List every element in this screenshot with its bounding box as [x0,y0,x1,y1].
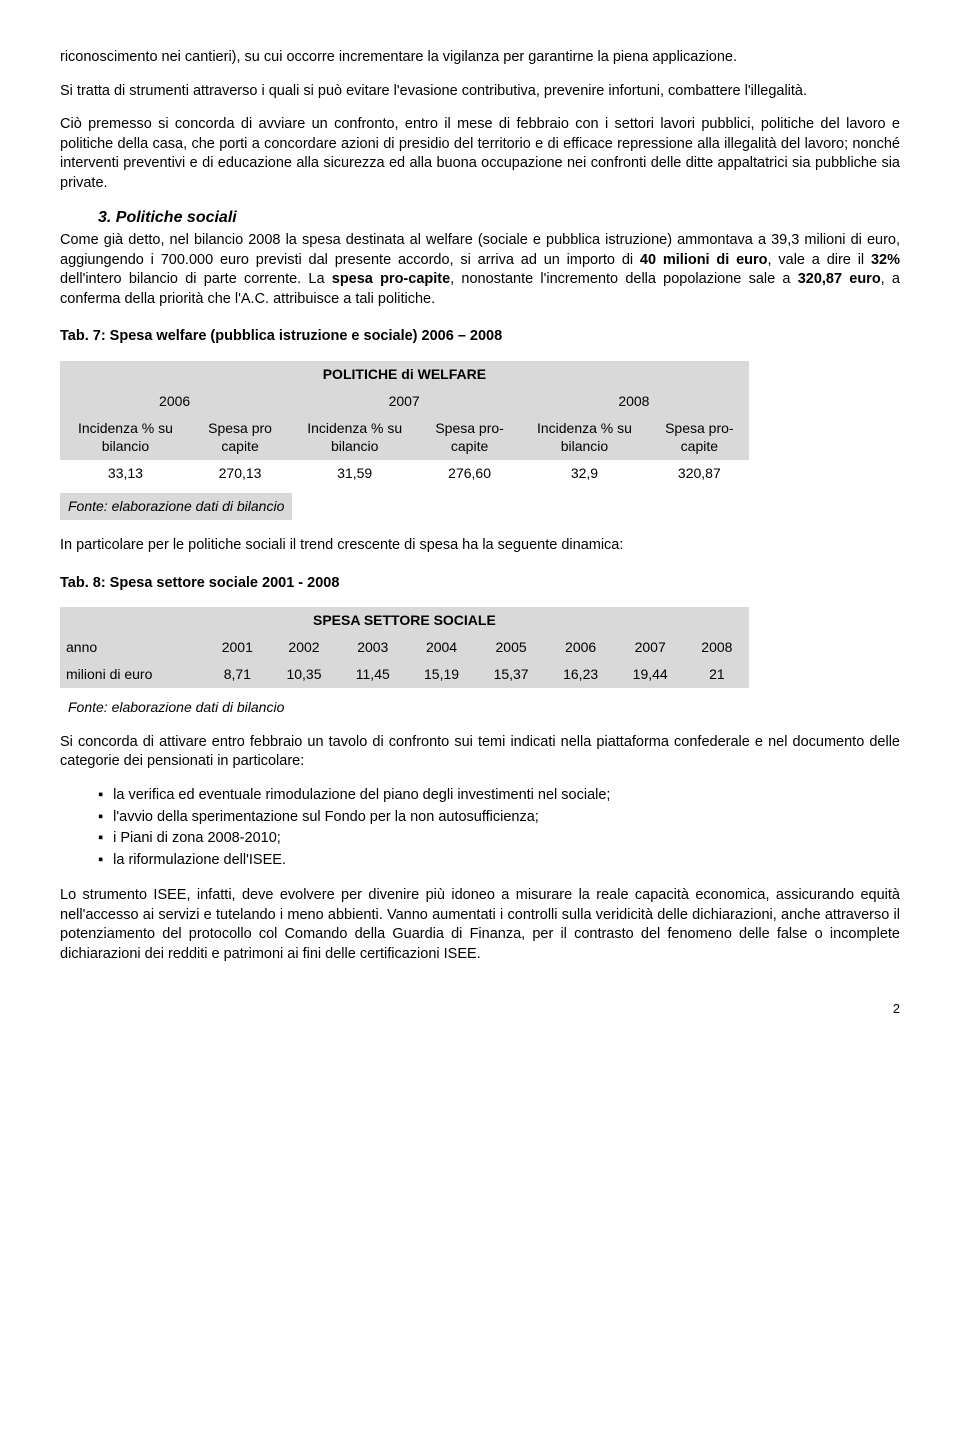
paragraph: Ciò premesso si concorda di avviare un c… [60,115,900,193]
list-item: l'avvio della sperimentazione sul Fondo … [98,808,900,828]
text-run: , vale a dire il [768,252,871,268]
table-cell: 11,45 [339,661,407,688]
table-cell: 2003 [339,634,407,661]
table-cell: 276,60 [420,460,519,487]
bullet-list: la verifica ed eventuale rimodulazione d… [60,786,900,870]
table-cell: 31,59 [289,460,420,487]
text-run: , nonostante l'incremento della popolazi… [450,271,798,287]
table-cell: 16,23 [546,661,616,688]
table-cell: 2007 [615,634,685,661]
paragraph: In particolare per le politiche sociali … [60,536,900,556]
table-cell: 8,71 [205,661,269,688]
table-cell: 270,13 [191,460,289,487]
list-item: i Piani di zona 2008-2010; [98,829,900,849]
table-cell: 15,37 [476,661,546,688]
text-bold: 40 milioni di euro [640,252,768,268]
table-year: 2007 [289,388,519,415]
text-run: dell'intero bilancio di parte corrente. … [60,271,332,287]
table-col: Incidenza % su bilancio [60,415,191,461]
table-row-label: milioni di euro [60,661,205,688]
table-sociale: SPESA SETTORE SOCIALE anno 2001 2002 200… [60,607,749,688]
paragraph: Come già detto, nel bilancio 2008 la spe… [60,231,900,309]
table-col: Incidenza % su bilancio [519,415,650,461]
table-source: Fonte: elaborazione dati di bilancio [60,493,292,520]
table-cell: 2004 [407,634,477,661]
paragraph: Si concorda di attivare entro febbraio u… [60,733,900,772]
paragraph: Si tratta di strumenti attraverso i qual… [60,82,900,102]
table-col: Spesa pro-capite [420,415,519,461]
table-cell: 19,44 [615,661,685,688]
list-item: la riformulazione dell'ISEE. [98,851,900,871]
table-year: 2006 [60,388,289,415]
text-bold: 32% [871,252,900,268]
paragraph: Lo strumento ISEE, infatti, deve evolver… [60,886,900,964]
page-number: 2 [60,1000,900,1018]
text-bold: spesa pro-capite [332,271,450,287]
table-cell: 2002 [269,634,339,661]
table-title: Tab. 8: Spesa settore sociale 2001 - 200… [60,574,900,594]
table-title: Tab. 7: Spesa welfare (pubblica istruzio… [60,327,900,347]
table-cell: 10,35 [269,661,339,688]
section-heading: 3. Politiche sociali [98,207,900,229]
table-year: 2008 [519,388,749,415]
table-col: Spesa pro-capite [650,415,749,461]
list-item: la verifica ed eventuale rimodulazione d… [98,786,900,806]
table-welfare: POLITICHE di WELFARE 2006 2007 2008 Inci… [60,361,749,487]
table-col: Spesa pro capite [191,415,289,461]
table-cell: 15,19 [407,661,477,688]
paragraph: riconoscimento nei cantieri), su cui occ… [60,48,900,68]
table-row-label: anno [60,634,205,661]
table-header: SPESA SETTORE SOCIALE [60,607,749,634]
table-cell: 2008 [685,634,749,661]
table-cell: 21 [685,661,749,688]
table-cell: 33,13 [60,460,191,487]
table-cell: 32,9 [519,460,650,487]
table-col: Incidenza % su bilancio [289,415,420,461]
table-cell: 2005 [476,634,546,661]
table-source: Fonte: elaborazione dati di bilancio [60,694,900,717]
text-bold: 320,87 euro [798,271,881,287]
table-cell: 2001 [205,634,269,661]
table-cell: 2006 [546,634,616,661]
table-header: POLITICHE di WELFARE [60,361,749,388]
table-cell: 320,87 [650,460,749,487]
